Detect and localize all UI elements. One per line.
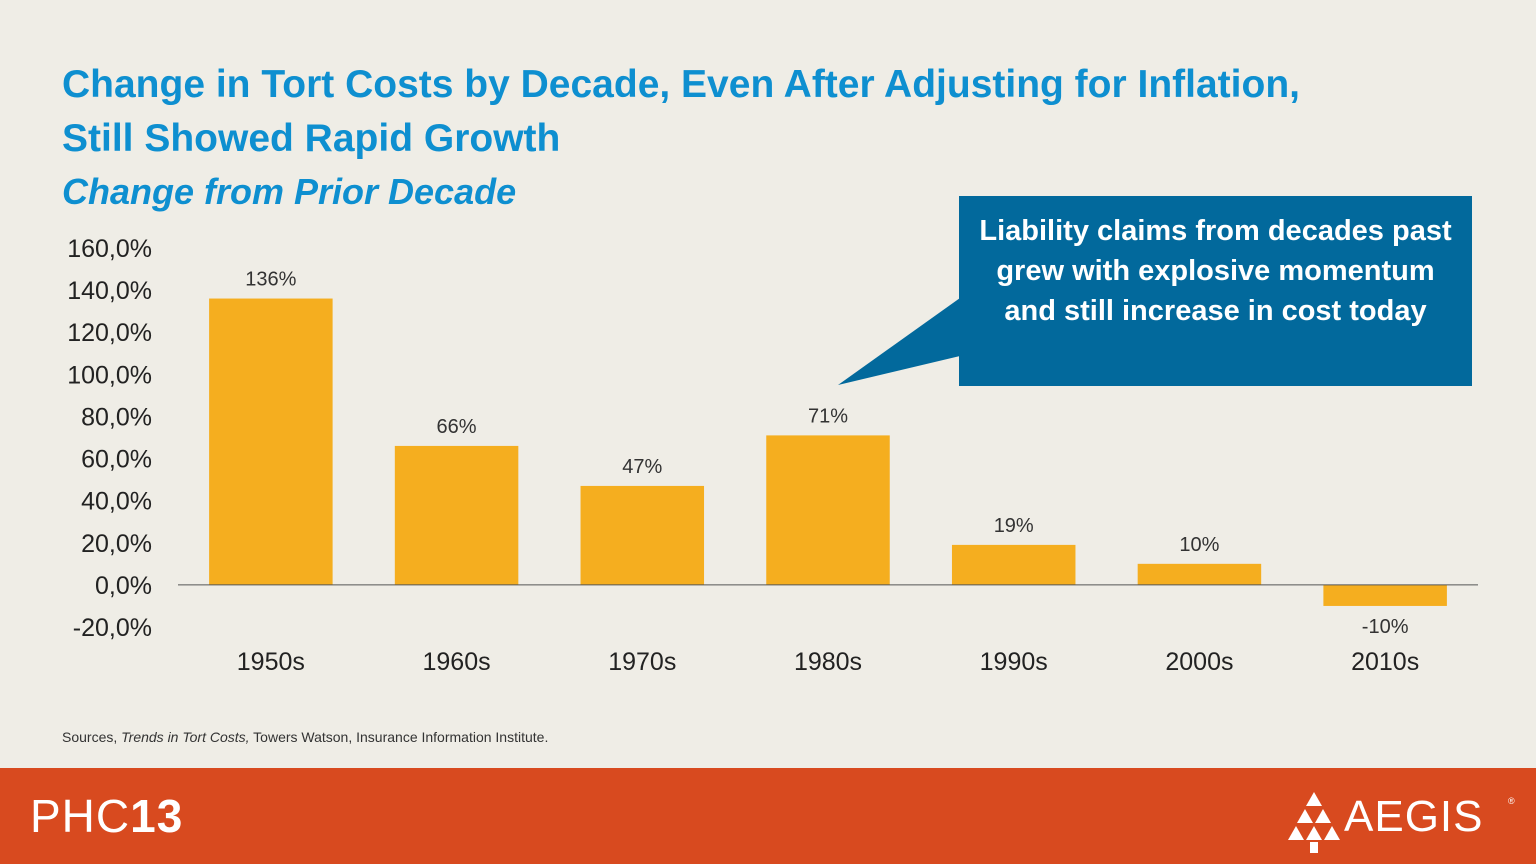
bar-chart: 160,0% 140,0% 120,0% 100,0% 80,0% 60,0% 40,0% 2… [67,235,1478,676]
x-tick-label: 1950s [237,648,305,676]
x-tick-label: 1990s [980,648,1048,676]
x-tick-label: 1970s [608,648,676,676]
aegis-triangle-icon [1288,792,1340,853]
callout-box: Liability claims from decades past grew … [959,196,1472,386]
x-tick-label: 1980s [794,648,862,676]
source-note: Sources, Trends in Tort Costs, Towers Wa… [62,729,548,745]
x-tick-label: 2010s [1351,648,1419,676]
data-label: 66% [437,416,477,438]
y-tick-label: 0,0% [95,572,152,600]
phc13-logo: PHC13 [30,788,183,844]
y-tick-label: 20,0% [81,530,152,558]
x-tick-label: 1960s [423,648,491,676]
registered-mark: ® [1508,796,1515,806]
data-label: 71% [808,405,848,427]
y-tick-label: 140,0% [67,277,152,305]
data-label: 136% [245,269,296,291]
callout-pointer [838,298,960,385]
data-label: 47% [622,456,662,478]
bar-1970s [580,485,705,585]
data-label: 19% [994,515,1034,537]
bar-2000s [1137,563,1262,585]
source-suffix: Towers Watson, Insurance Information Ins… [249,729,549,745]
y-tick-label: 100,0% [67,361,152,389]
bar-1990s [951,544,1076,585]
source-title: Trends in Tort Costs, [121,729,250,745]
y-tick-label: 160,0% [67,235,152,263]
aegis-logo: AEGIS ® [1288,790,1518,854]
y-tick-label: -20,0% [73,614,152,642]
data-label: -10% [1362,616,1409,638]
x-tick-label: 2000s [1165,648,1233,676]
phc-logo-light: PHC [30,790,131,842]
bar-1980s [766,435,890,585]
page-title: Change in Tort Costs by Decade, Even Aft… [62,63,1300,160]
source-prefix: Sources, [62,729,122,745]
bar-1950s [209,298,333,585]
y-tick-label: 80,0% [81,403,152,431]
phc-logo-bold: 13 [130,790,184,842]
aegis-wordmark: AEGIS [1344,792,1484,841]
y-tick-label: 60,0% [81,446,152,474]
footer-bar: PHC13 AEGIS ® [0,768,1536,864]
data-label: 10% [1179,534,1219,556]
y-tick-label: 40,0% [81,488,152,516]
y-tick-label: 120,0% [67,319,152,347]
bar-2010s [1323,584,1447,606]
page-subtitle: Change from Prior Decade [62,171,517,212]
bar-1960s [394,445,519,585]
